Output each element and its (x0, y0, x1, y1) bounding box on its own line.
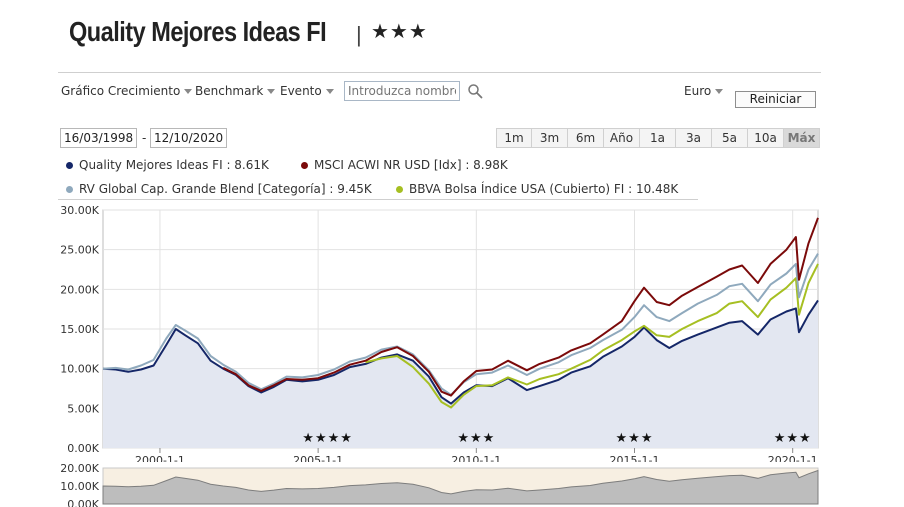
y-tick-label: 20.00K (60, 283, 99, 296)
legend-label: MSCI ACWI NR USD [Idx] : 8.98K (314, 158, 508, 172)
x-tick-label: 2020-1-1 (768, 454, 818, 462)
navigator-y-tick-label: 0.00K (67, 498, 99, 507)
chevron-down-icon (715, 89, 724, 94)
y-tick-label: 5.00K (67, 402, 99, 415)
range-button-7[interactable]: 10a (748, 128, 784, 148)
navigator-y-tick-label: 20.00K (60, 462, 99, 475)
currency-menu[interactable]: Euro (684, 84, 724, 98)
y-tick-label: 0.00K (67, 442, 99, 455)
rating-stars: ★★★ (371, 19, 428, 43)
reset-button[interactable]: Reiniciar (735, 91, 816, 108)
y-tick-label: 25.00K (60, 244, 99, 257)
growth-chart: 30.00K 25.00K 20.00K 15.00K 10.00K 5.00K 0.00K… (60, 204, 819, 462)
page-title: Quality Mejores Ideas FI (69, 16, 327, 47)
y-tick-label: 10.00K (60, 363, 99, 376)
legend-label: RV Global Cap. Grande Blend [Categoría] … (79, 182, 372, 196)
range-button-0[interactable]: 1m (496, 128, 532, 148)
benchmark-menu-label: Benchmark (195, 84, 264, 98)
benchmark-menu[interactable]: Benchmark (195, 84, 276, 98)
start-date-field[interactable]: 16/03/1998 (60, 128, 137, 148)
currency-menu-label: Euro (684, 84, 712, 98)
range-button-2[interactable]: 6m (568, 128, 604, 148)
x-tick-label: 2010-1-1 (451, 454, 501, 462)
end-date-field[interactable]: 12/10/2020 (150, 128, 227, 148)
legend-item[interactable]: RV Global Cap. Grande Blend [Categoría] … (66, 182, 372, 196)
legend-item[interactable]: Quality Mejores Ideas FI : 8.61K (66, 158, 269, 172)
growth-chart-menu-label: Gráfico Crecimiento (61, 84, 181, 98)
range-button-8[interactable]: Máx (784, 128, 820, 148)
y-tick-label: 15.00K (60, 323, 99, 336)
legend-item[interactable]: BBVA Bolsa Índice USA (Cubierto) FI : 10… (396, 182, 678, 196)
page-title-area: Quality Mejores Ideas FI | ★★★ (69, 14, 427, 50)
chevron-down-icon (184, 89, 193, 94)
navigator-series-area (102, 469, 819, 505)
date-range-separator: - (142, 131, 147, 145)
series-line-1 (222, 217, 819, 397)
chart-legend: Quality Mejores Ideas FI : 8.61K MSCI ACW… (58, 152, 698, 200)
series-line-0 (102, 299, 819, 405)
legend-item[interactable]: MSCI ACWI NR USD [Idx] : 8.98K (301, 158, 508, 172)
range-button-1[interactable]: 3m (532, 128, 568, 148)
range-button-4[interactable]: 1a (640, 128, 676, 148)
series-line-3 (365, 263, 819, 409)
legend-marker (66, 161, 73, 169)
navigator-y-tick-label: 10.00K (60, 480, 99, 493)
legend-label: BBVA Bolsa Índice USA (Cubierto) FI : 10… (409, 182, 679, 196)
y-tick-label: 30.00K (60, 204, 99, 217)
legend-label: Quality Mejores Ideas FI : 8.61K (79, 158, 269, 172)
legend-marker (396, 185, 403, 193)
search-input[interactable] (344, 81, 460, 101)
x-tick-label: 2015-1-1 (610, 454, 660, 462)
x-tick-label: 2005-1-1 (293, 454, 343, 462)
date-range-bar: 16/03/1998 - 12/10/2020 1m 3m 6m Año 1a 3a 5a 1… (58, 125, 821, 151)
event-menu-label: Evento (280, 84, 322, 98)
event-menu[interactable]: Evento (280, 84, 334, 98)
legend-marker (66, 185, 73, 193)
chevron-down-icon (325, 89, 334, 94)
rating-marker: ★★★ (616, 431, 654, 446)
range-button-5[interactable]: 3a (676, 128, 712, 148)
chart-toolbar: Gráfico Crecimiento Benchmark Evento Eur… (58, 72, 821, 125)
search-icon[interactable] (467, 83, 483, 99)
title-separator: | (356, 22, 362, 47)
chart-navigator[interactable]: 20.00K 10.00K 0.00K (0, 462, 904, 507)
fund-area-fill (103, 300, 818, 448)
range-button-group: 1m 3m 6m Año 1a 3a 5a 10a Máx (496, 128, 820, 148)
range-button-3[interactable]: Año (604, 128, 640, 148)
rating-marker: ★★★ (774, 431, 812, 446)
rating-marker: ★★★★ (302, 431, 353, 446)
x-tick-label: 2000-1-1 (135, 454, 185, 462)
growth-chart-menu[interactable]: Gráfico Crecimiento (61, 84, 193, 98)
chevron-down-icon (267, 89, 276, 94)
range-button-6[interactable]: 5a (712, 128, 748, 148)
legend-marker (301, 161, 308, 169)
rating-marker: ★★★ (457, 431, 495, 446)
